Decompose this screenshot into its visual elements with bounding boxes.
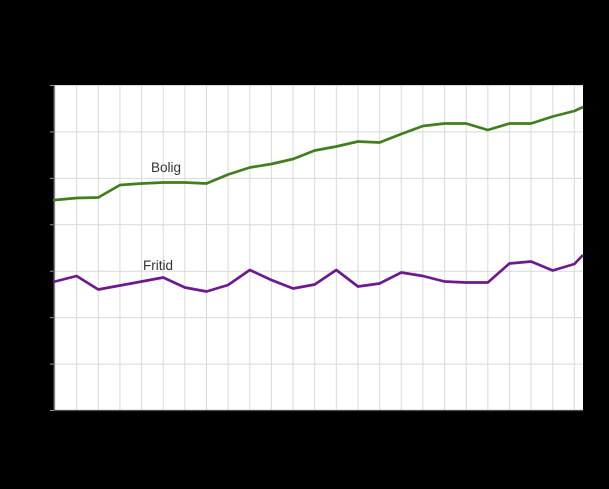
fritid-series-label: Fritid <box>143 258 173 273</box>
axis-ticks <box>50 85 54 411</box>
axis-lines <box>53 85 583 412</box>
gridlines <box>54 85 583 411</box>
series-lines <box>52 105 584 293</box>
plot-area <box>54 85 583 411</box>
bolig-series-label: Bolig <box>151 160 181 175</box>
